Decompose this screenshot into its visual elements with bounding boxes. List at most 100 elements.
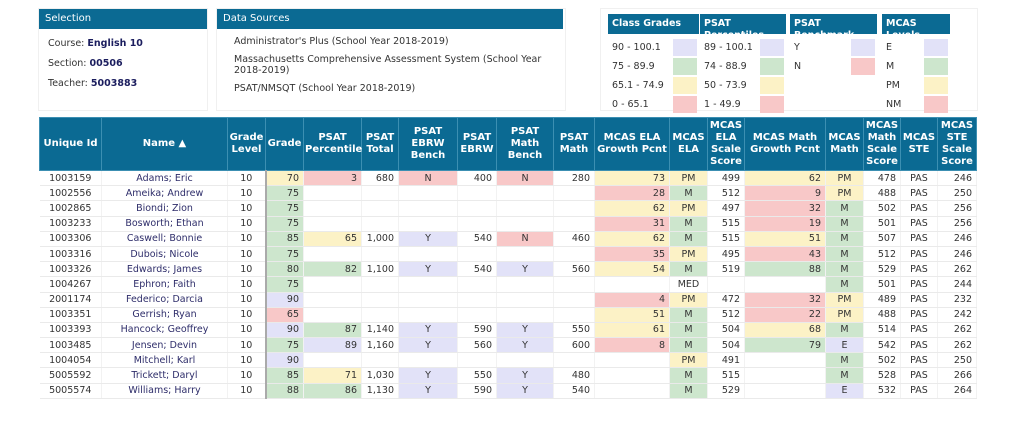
student-name-link[interactable]: Adams; Eric — [101, 170, 228, 187]
student-name-link[interactable]: Edwards; James — [101, 261, 228, 278]
table-cell: PAS — [900, 307, 938, 323]
student-name-link[interactable]: Hancock; Geoffrey — [101, 322, 228, 339]
table-cell — [744, 276, 826, 293]
table-cell: 495 — [707, 246, 745, 263]
table-cell: PAS — [900, 383, 938, 399]
student-name-link[interactable]: Dubois; Nicole — [101, 246, 228, 263]
table-cell — [553, 307, 595, 323]
column-header[interactable]: Grade — [265, 117, 304, 171]
table-cell: 32 — [744, 200, 826, 217]
column-header[interactable]: MCAS ELA Growth Pcnt — [594, 117, 670, 171]
student-table: Unique Id Name ▲ Grade Level Grade PSAT Perc… — [39, 117, 977, 399]
table-cell: 266 — [937, 367, 977, 384]
table-cell: 75 — [264, 276, 304, 293]
column-header[interactable]: Unique Id — [39, 117, 102, 171]
table-cell: 10 — [227, 200, 266, 217]
table-cell: 28 — [594, 185, 670, 202]
table-cell: 5005574 — [39, 383, 102, 399]
table-cell: 62 — [744, 170, 826, 187]
legend-label: M — [886, 61, 895, 72]
column-header[interactable]: MCAS ELA — [669, 117, 708, 171]
table-row[interactable]: 1003393 Hancock; Geoffrey 10 90 87 1,140 Y 590 Y… — [39, 322, 977, 339]
table-cell: Y — [398, 337, 458, 354]
column-header[interactable]: PSAT Percentile — [303, 117, 362, 171]
table-row[interactable]: 1003485 Jensen; Devin 10 75 89 1,160 Y 560 Y 600 8… — [39, 337, 977, 354]
table-row[interactable]: 1002556 Ameika; Andrew 10 75 28 M 512 9 PM 488 PAS… — [39, 185, 977, 202]
table-cell — [553, 352, 595, 369]
legend-label: 89 - 100.1 — [704, 42, 753, 53]
column-header[interactable]: MCAS Math Scale Score — [863, 117, 901, 171]
column-header[interactable]: PSAT Math — [553, 117, 595, 171]
column-header[interactable]: MCAS Math — [825, 117, 864, 171]
table-cell — [361, 246, 399, 263]
table-cell: 507 — [863, 231, 901, 247]
table-cell: 499 — [707, 170, 745, 187]
table-cell: 1003316 — [39, 246, 102, 263]
table-cell: 540 — [457, 231, 497, 247]
table-cell: 4 — [594, 292, 670, 308]
column-header[interactable]: MCAS STE Scale Score — [937, 117, 977, 171]
student-name-link[interactable]: Bosworth; Ethan — [101, 216, 228, 232]
table-cell — [594, 383, 670, 399]
table-cell — [361, 216, 399, 232]
column-header[interactable]: PSAT EBRW — [457, 117, 497, 171]
column-header[interactable]: Grade Level — [227, 117, 266, 171]
table-cell: 246 — [937, 170, 977, 187]
table-cell: 550 — [553, 322, 595, 339]
table-cell: 1,130 — [361, 383, 399, 399]
table-cell: Y — [496, 367, 554, 384]
table-row[interactable]: 1002865 Biondi; Zion 10 75 62 PM 497 32 M 502 PAS 2… — [39, 200, 977, 217]
table-cell: 1,000 — [361, 231, 399, 247]
table-cell: 502 — [863, 200, 901, 217]
student-name-link[interactable]: Gerrish; Ryan — [101, 307, 228, 323]
student-name-link[interactable]: Caswell; Bonnie — [101, 231, 228, 247]
column-header[interactable]: MCAS STE — [900, 117, 938, 171]
column-header[interactable]: PSAT Total — [361, 117, 399, 171]
student-name-link[interactable]: Federico; Darcia — [101, 292, 228, 308]
table-row[interactable]: 2001174 Federico; Darcia 10 90 4 PM 472 32 PM 489… — [39, 292, 977, 308]
table-cell: 256 — [937, 216, 977, 232]
table-row[interactable]: 1004267 Ephron; Faith 10 75 MED M 501 PAS 244 — [39, 276, 977, 293]
legend-swatch — [760, 39, 784, 56]
table-cell: M — [825, 246, 864, 263]
table-row[interactable]: 1004054 Mitchell; Karl 10 90 PM 491 M 502 PAS 250 — [39, 352, 977, 369]
table-cell: PAS — [900, 185, 938, 202]
table-cell: 590 — [457, 322, 497, 339]
table-cell: 10 — [227, 185, 266, 202]
column-header[interactable]: PSAT EBRW Bench — [398, 117, 458, 171]
column-header[interactable]: MCAS ELA Scale Score — [707, 117, 745, 171]
student-name-link[interactable]: Mitchell; Karl — [101, 352, 228, 369]
table-row[interactable]: 5005574 Williams; Harry 10 88 86 1,130 Y 590 Y 54… — [39, 383, 977, 399]
student-name-link[interactable]: Trickett; Daryl — [101, 367, 228, 384]
table-cell: 1,100 — [361, 261, 399, 278]
student-name-link[interactable]: Jensen; Devin — [101, 337, 228, 354]
table-row[interactable]: 1003316 Dubois; Nicole 10 75 35 PM 495 43 M 512 PA… — [39, 246, 977, 263]
table-cell: 61 — [594, 322, 670, 339]
table-cell: 600 — [553, 337, 595, 354]
student-name-link[interactable]: Biondi; Zion — [101, 200, 228, 217]
column-header[interactable]: PSAT Math Bench — [496, 117, 554, 171]
table-cell: 3 — [303, 170, 362, 187]
table-row[interactable]: 1003306 Caswell; Bonnie 10 85 65 1,000 Y 540 N 46… — [39, 231, 977, 247]
table-row[interactable]: 1003326 Edwards; James 10 80 82 1,100 Y 540 Y 560… — [39, 261, 977, 278]
table-cell — [398, 185, 458, 202]
table-row[interactable]: 1003233 Bosworth; Ethan 10 75 31 M 515 19 M 501 PA… — [39, 216, 977, 232]
table-cell: 87 — [303, 322, 362, 339]
student-name-link[interactable]: Ameika; Andrew — [101, 185, 228, 202]
student-name-link[interactable]: Williams; Harry — [101, 383, 228, 399]
table-row[interactable]: 5005592 Trickett; Daryl 10 85 71 1,030 Y 550 Y 48… — [39, 367, 977, 384]
table-cell: 512 — [707, 307, 745, 323]
table-cell: 400 — [457, 170, 497, 187]
table-cell — [303, 352, 362, 369]
table-cell: 242 — [937, 307, 977, 323]
table-row[interactable]: 1003351 Gerrish; Ryan 10 65 51 M 512 22 PM 488 PAS… — [39, 307, 977, 323]
table-cell: 85 — [264, 231, 304, 247]
table-cell: 10 — [227, 322, 266, 339]
column-header[interactable]: Name ▲ — [101, 117, 228, 171]
table-row[interactable]: 1003159 Adams; Eric 10 70 3 680 N 400 N 280 73 PM 49… — [39, 170, 977, 187]
column-header[interactable]: MCAS Math Growth Pcnt — [744, 117, 826, 171]
table-cell: 560 — [553, 261, 595, 278]
student-name-link[interactable]: Ephron; Faith — [101, 276, 228, 293]
legend-label: 50 - 73.9 — [704, 80, 747, 91]
table-cell: 1003393 — [39, 322, 102, 339]
